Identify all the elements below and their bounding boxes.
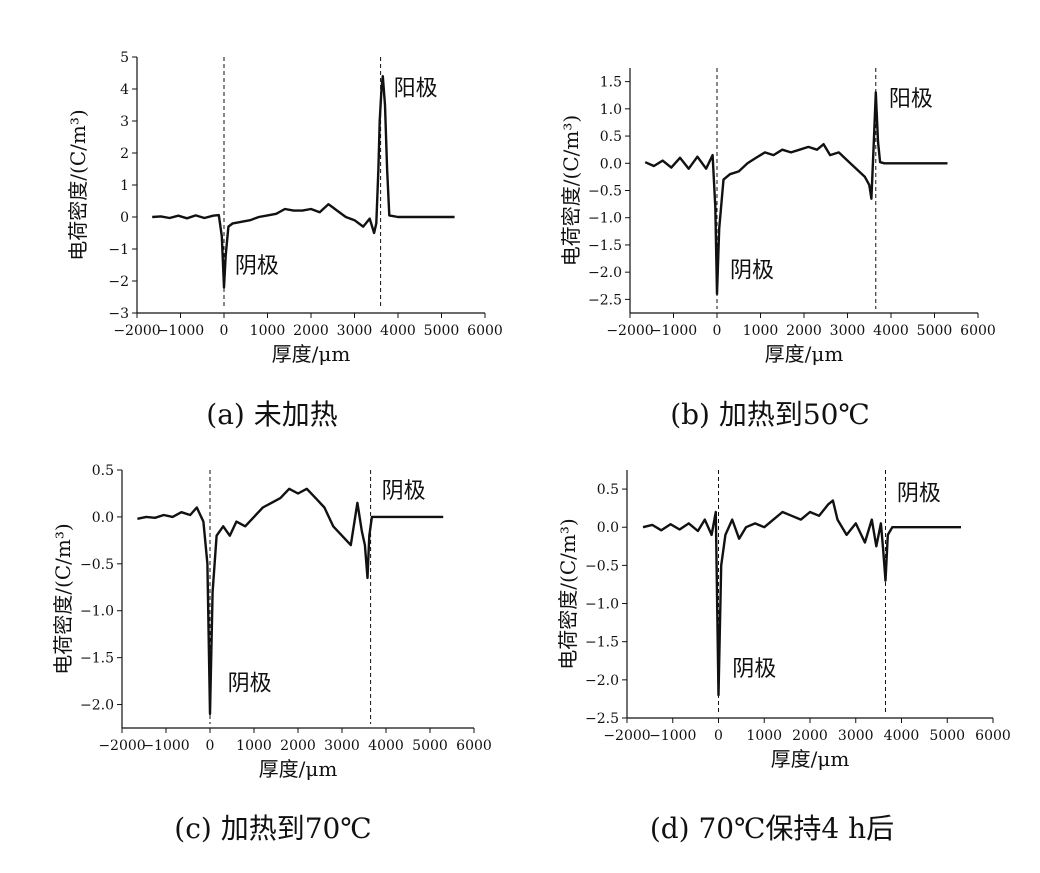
y-tick-label: −2.0: [588, 265, 622, 281]
charge-density-line: [137, 487, 444, 716]
x-tick-label: 3000: [324, 738, 360, 754]
panel-a: (a) 未加热 −2000−1000 0 1000 2000 3000 4000 5000 6…: [66, 50, 503, 431]
x-tick-label: 1000: [250, 323, 286, 339]
x-tick-label: 0: [713, 323, 722, 339]
x-tick-label: 5000: [412, 738, 448, 754]
y-tick-label: 0: [120, 210, 129, 226]
x-tick-label: −2000: [113, 323, 160, 339]
y-axis-label: 电荷密度/(C/m³): [51, 523, 75, 674]
y-tick-label: −2.0: [585, 673, 619, 689]
x-tick-label: −1000: [649, 728, 696, 744]
y-tick-label: 0.0: [597, 520, 619, 536]
y-tick-label: 0.5: [92, 463, 114, 479]
x-tick-label: 5000: [929, 728, 965, 744]
y-axis-label: 电荷密度/(C/m³): [66, 109, 90, 260]
y-tick-label: −1.5: [585, 635, 619, 651]
y-tick-label: −2.0: [80, 698, 114, 714]
panel-b: (b) 加热到50℃ −2000−1000 0 1000 2000 3000 4000 50…: [559, 68, 996, 431]
y-tick-label: −1.5: [80, 651, 114, 667]
y-tick-label: 0.0: [92, 510, 114, 526]
x-tick-label: 2000: [786, 323, 822, 339]
y-tick-label: −2.5: [588, 292, 622, 308]
x-tick-label: −2000: [606, 323, 653, 339]
x-tick-label: 5000: [424, 323, 460, 339]
x-tick-label: 3000: [838, 728, 874, 744]
y-tick-label: −1.0: [588, 211, 622, 227]
y-tick-label: −1.0: [585, 597, 619, 613]
x-tick-label: 2000: [293, 323, 329, 339]
panel-caption: (c) 加热到70℃: [174, 812, 371, 845]
y-tick-label: −1.0: [80, 604, 114, 620]
y-tick-label: −0.5: [80, 557, 114, 573]
x-tick-label: 3000: [337, 323, 373, 339]
y-tick-label: −1.5: [588, 238, 622, 254]
electrode-annotation: 阴极: [382, 479, 426, 504]
y-tick-label: 1.5: [600, 75, 622, 91]
x-axis-label: 厚度/μm: [272, 342, 351, 366]
x-tick-label: 6000: [467, 323, 503, 339]
electrode-annotation: 阴极: [235, 254, 279, 279]
y-tick-label: −2.5: [585, 711, 619, 727]
x-tick-label: 0: [220, 323, 229, 339]
x-tick-label: 6000: [960, 323, 996, 339]
x-tick-label: −2000: [98, 738, 145, 754]
panel-d: (d) 70℃保持4 h后 −2000−1000 0 1000 2000 3000 400…: [556, 470, 1011, 845]
y-tick-label: 0.5: [597, 482, 619, 498]
y-tick-label: −0.5: [585, 558, 619, 574]
y-tick-label: −2: [108, 274, 129, 290]
x-tick-label: 6000: [456, 738, 492, 754]
x-tick-label: 0: [206, 738, 215, 754]
x-tick-label: 3000: [830, 323, 866, 339]
charge-density-line: [152, 74, 455, 289]
panel-caption: (b) 加热到50℃: [670, 398, 870, 431]
electrode-annotation: 阳极: [394, 76, 438, 101]
y-tick-label: 3: [120, 114, 129, 130]
x-tick-label: 2000: [792, 728, 828, 744]
panel-c: (c) 加热到70℃ −2000−1000 0 1000 2000 3000 4000 50…: [51, 463, 492, 845]
x-tick-label: 1000: [746, 728, 782, 744]
electrode-annotation: 阴极: [228, 671, 272, 696]
x-tick-label: 4000: [873, 323, 909, 339]
panel-caption: (a) 未加热: [206, 398, 337, 431]
x-tick-label: 0: [714, 728, 723, 744]
x-tick-label: 4000: [884, 728, 920, 744]
x-tick-label: 6000: [975, 728, 1011, 744]
y-axis-label: 电荷密度/(C/m³): [559, 115, 583, 266]
y-tick-label: 0.5: [600, 129, 622, 145]
y-tick-label: 5: [120, 50, 129, 66]
x-tick-label: 1000: [236, 738, 272, 754]
y-axis-label: 电荷密度/(C/m³): [556, 518, 580, 669]
x-tick-label: −2000: [603, 728, 650, 744]
electrode-annotation: 阴极: [730, 259, 774, 284]
y-tick-label: 1: [120, 178, 129, 194]
x-tick-label: −1000: [142, 738, 189, 754]
x-axis-label: 厚度/μm: [259, 757, 338, 781]
x-tick-label: −1000: [157, 323, 204, 339]
electrode-annotation: 阴极: [732, 657, 776, 682]
charge-density-line: [644, 91, 948, 296]
x-tick-label: 1000: [743, 323, 779, 339]
y-tick-label: −0.5: [588, 184, 622, 200]
x-axis-label: 厚度/μm: [771, 747, 850, 771]
y-tick-label: −3: [108, 306, 129, 322]
y-tick-label: 0.0: [600, 156, 622, 172]
x-axis-label: 厚度/μm: [765, 342, 844, 366]
x-tick-label: 4000: [368, 738, 404, 754]
electrode-annotation: 阳极: [889, 87, 933, 112]
panel-caption: (d) 70℃保持4 h后: [650, 812, 894, 845]
charge-density-line: [642, 499, 961, 697]
y-tick-label: −1: [108, 242, 129, 258]
y-tick-label: 4: [120, 82, 129, 98]
x-tick-label: 2000: [280, 738, 316, 754]
electrode-annotation: 阴极: [897, 482, 941, 507]
x-tick-label: 4000: [380, 323, 416, 339]
y-tick-label: 1.0: [600, 102, 622, 118]
x-tick-label: −1000: [650, 323, 697, 339]
x-tick-label: 5000: [917, 323, 953, 339]
y-tick-label: 2: [120, 146, 129, 162]
